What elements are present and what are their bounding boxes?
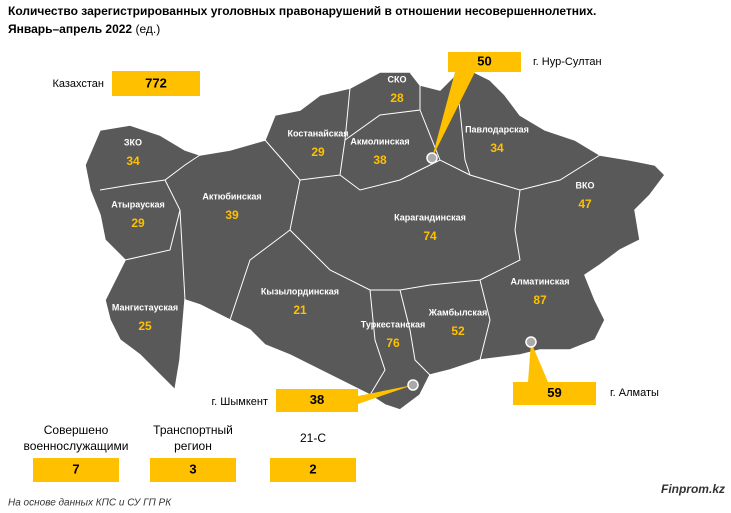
city-dot xyxy=(407,379,419,391)
city-dot xyxy=(525,336,537,348)
callout-pointer xyxy=(528,342,548,382)
city-value: 38 xyxy=(310,392,324,407)
region-name: Костанайская xyxy=(287,128,348,138)
city-value: 59 xyxy=(547,385,561,400)
callout-pointer xyxy=(358,385,413,404)
region-name: Кызылординская xyxy=(261,286,339,296)
title: Количество зарегистрированных уголовных … xyxy=(8,4,596,18)
city-box xyxy=(276,389,358,412)
city-box xyxy=(513,382,596,405)
region-value: 34 xyxy=(126,154,140,168)
region-name: Атырауская xyxy=(111,199,165,209)
region-value: 25 xyxy=(138,319,152,333)
other-label: Совершено военнослужащими xyxy=(23,423,129,453)
subtitle: Январь–апрель 2022 (ед.) xyxy=(8,22,160,36)
city-dot xyxy=(426,152,438,164)
other-box xyxy=(270,458,356,482)
period: Январь–апрель 2022 xyxy=(8,22,132,36)
city-name: г. Шымкент xyxy=(212,396,269,408)
region-borders xyxy=(99,74,601,396)
region-name: ВКО xyxy=(576,180,595,190)
other-value: 7 xyxy=(72,461,79,476)
unit: (ед.) xyxy=(135,22,160,36)
total-label: Казахстан xyxy=(52,78,104,90)
region-value: 76 xyxy=(386,336,400,350)
source: На основе данных КПС и СУ ГП РК xyxy=(8,498,172,509)
other-value: 3 xyxy=(189,461,196,476)
region-value: 34 xyxy=(490,141,504,155)
region-value: 38 xyxy=(373,153,387,167)
region-value: 29 xyxy=(131,216,145,230)
country-shape xyxy=(84,69,666,411)
region-name: Алматинская xyxy=(511,276,570,286)
region-value: 39 xyxy=(225,208,239,222)
region-name: Актюбинская xyxy=(202,191,261,201)
region-value: 47 xyxy=(578,197,592,211)
other-box xyxy=(33,458,119,482)
callout-pointer xyxy=(432,72,475,158)
brand: Finprom.kz xyxy=(661,482,725,496)
total-box xyxy=(112,71,200,96)
city-value: 50 xyxy=(477,53,491,68)
region-name: Мангистауская xyxy=(112,302,178,312)
other-label: Транспортный регион xyxy=(153,423,233,453)
region-value: 21 xyxy=(293,303,307,317)
region-value: 28 xyxy=(390,91,404,105)
region-value: 74 xyxy=(423,229,437,243)
region-name: Жамбылская xyxy=(428,307,487,317)
city-box xyxy=(448,52,521,72)
region-name: ЗКО xyxy=(124,137,142,147)
other-box xyxy=(150,458,236,482)
region-value: 52 xyxy=(451,324,465,338)
city-name: г. Алматы xyxy=(610,387,659,399)
region-name: СКО xyxy=(388,74,407,84)
region-name: Акмолинская xyxy=(350,136,409,146)
other-value: 2 xyxy=(309,461,316,476)
region-name: Туркестанская xyxy=(361,319,426,329)
city-name: г. Нур-Султан xyxy=(533,56,602,68)
region-name: Карагандинская xyxy=(394,212,466,222)
total-value: 772 xyxy=(145,75,167,90)
region-name: Павлодарская xyxy=(465,124,529,134)
other-label: 21-С xyxy=(299,431,326,445)
region-value: 29 xyxy=(311,145,325,159)
region-value: 87 xyxy=(533,293,547,307)
